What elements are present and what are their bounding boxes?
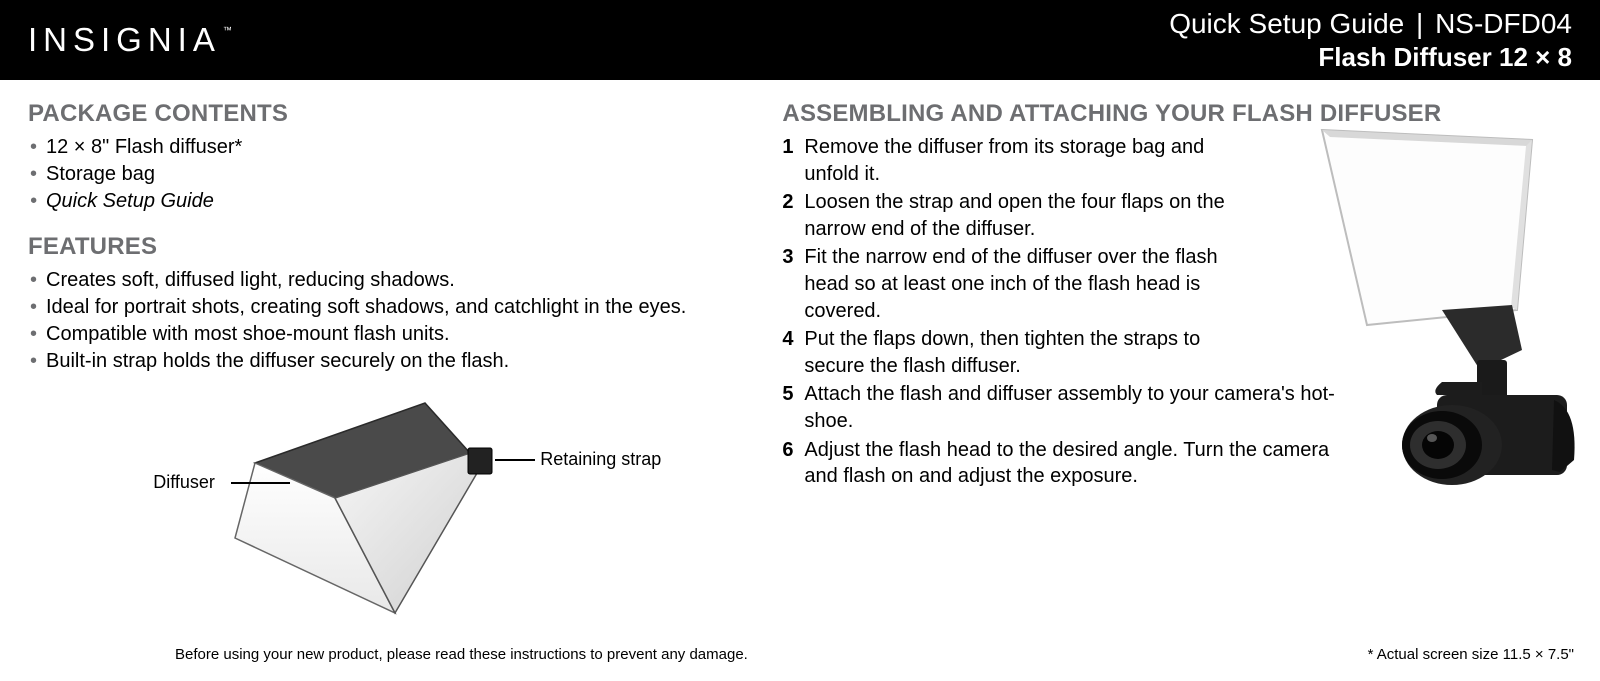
product-photo bbox=[1282, 110, 1582, 490]
feature-item: Compatible with most shoe-mount flash un… bbox=[28, 321, 742, 348]
package-item: 12 × 8" Flash diffuser* bbox=[28, 134, 742, 161]
right-column: ASSEMBLING AND ATTACHING YOUR FLASH DIFF… bbox=[782, 100, 1572, 623]
package-item: Storage bag bbox=[28, 161, 742, 188]
diagram-label-diffuser: Diffuser bbox=[153, 472, 215, 493]
brand-logo: INSIGNIA ™ bbox=[28, 21, 238, 59]
feature-item: Creates soft, diffused light, reducing s… bbox=[28, 267, 742, 294]
header-bar: INSIGNIA ™ Quick Setup Guide | NS-DFD04 … bbox=[0, 0, 1600, 80]
feature-item: Ideal for portrait shots, creating soft … bbox=[28, 294, 742, 321]
model-number: NS-DFD04 bbox=[1435, 8, 1572, 39]
guide-label: Quick Setup Guide bbox=[1169, 8, 1404, 39]
feature-item: Built-in strap holds the diffuser secure… bbox=[28, 348, 742, 375]
footer-footnote: * Actual screen size 11.5 × 7.5" bbox=[1368, 646, 1574, 663]
features-list: Creates soft, diffused light, reducing s… bbox=[28, 267, 742, 375]
features-heading: FEATURES bbox=[28, 233, 742, 261]
package-contents-heading: PACKAGE CONTENTS bbox=[28, 100, 742, 128]
package-item: Quick Setup Guide bbox=[28, 188, 742, 215]
diffuser-diagram: Diffuser Retaining strap bbox=[135, 393, 635, 623]
footer-warning: Before using your new product, please re… bbox=[175, 646, 748, 663]
diagram-label-strap: Retaining strap bbox=[540, 449, 661, 470]
header-right: Quick Setup Guide | NS-DFD04 Flash Diffu… bbox=[1169, 8, 1572, 73]
guide-line: Quick Setup Guide | NS-DFD04 bbox=[1169, 8, 1572, 40]
brand-text: INSIGNIA bbox=[28, 21, 221, 59]
diffuser-illustration bbox=[135, 393, 635, 623]
trademark-symbol: ™ bbox=[223, 25, 238, 35]
left-column: PACKAGE CONTENTS 12 × 8" Flash diffuser*… bbox=[28, 100, 742, 623]
content-area: PACKAGE CONTENTS 12 × 8" Flash diffuser*… bbox=[0, 80, 1600, 623]
package-contents-list: 12 × 8" Flash diffuser* Storage bag Quic… bbox=[28, 134, 742, 215]
product-title: Flash Diffuser 12 × 8 bbox=[1169, 42, 1572, 73]
separator: | bbox=[1416, 8, 1423, 39]
